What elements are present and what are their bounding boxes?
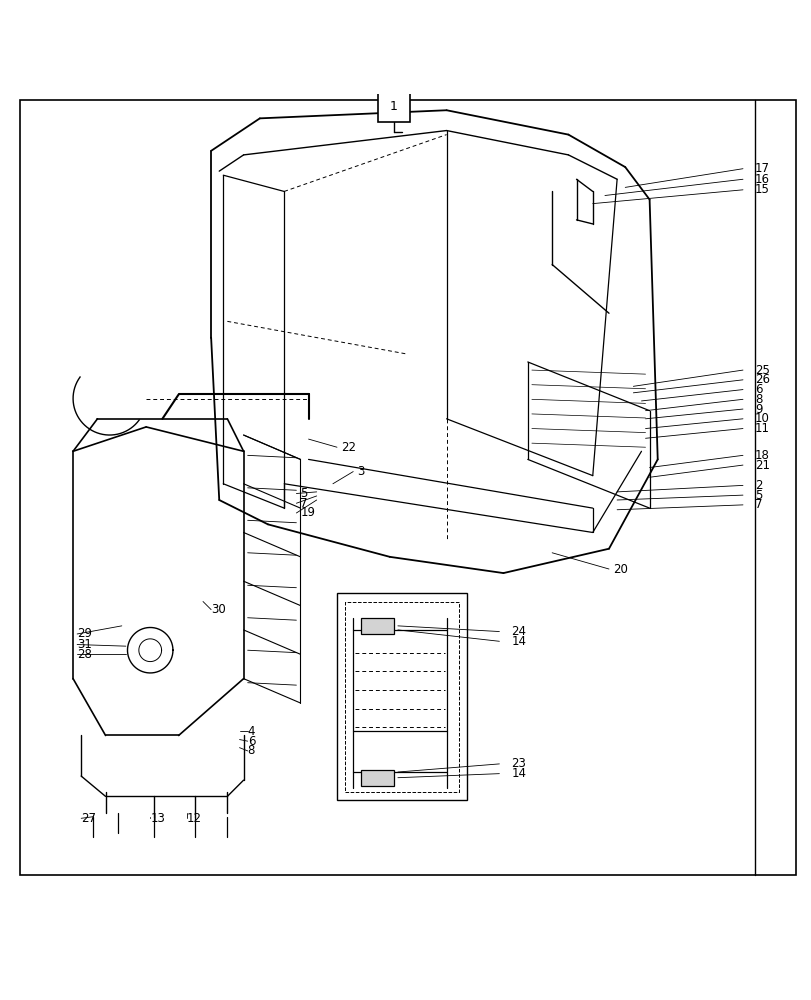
Text: 1: 1 [389,100,397,113]
Text: 5: 5 [754,489,762,502]
Text: 20: 20 [612,563,627,576]
Text: 12: 12 [187,812,201,825]
Text: 8: 8 [754,393,762,406]
Bar [361,770,393,786]
Bar [345,601,458,792]
Text: 29: 29 [77,627,92,640]
Text: 16: 16 [754,173,769,186]
Text: 22: 22 [341,441,355,454]
Text: 14: 14 [511,767,526,780]
Text: 6: 6 [754,383,762,396]
Text: 2: 2 [754,479,762,492]
Text: 7: 7 [300,497,307,510]
Text: 13: 13 [150,812,165,825]
FancyBboxPatch shape [377,92,410,122]
Text: 15: 15 [754,183,769,196]
Bar [361,618,393,634]
Text: 26: 26 [754,373,769,386]
Text: 11: 11 [754,422,769,435]
Text: 3: 3 [357,465,364,478]
Text: 18: 18 [754,449,769,462]
Text: 10: 10 [754,412,769,425]
Text: 21: 21 [754,459,769,472]
Text: 27: 27 [81,812,96,825]
Text: 28: 28 [77,648,92,661]
Text: 24: 24 [511,625,526,638]
Text: 30: 30 [211,603,225,616]
Text: 17: 17 [754,162,769,175]
Text: 19: 19 [300,506,315,519]
Text: 14: 14 [511,635,526,648]
Text: 8: 8 [247,744,255,757]
Text: 6: 6 [247,735,255,748]
Text: 4: 4 [247,725,255,738]
Text: 25: 25 [754,364,769,377]
Text: 31: 31 [77,638,92,651]
Text: 23: 23 [511,757,526,770]
Bar [337,593,466,800]
Text: 9: 9 [754,403,762,416]
Text: 5: 5 [300,487,307,500]
Text: 7: 7 [754,498,762,511]
